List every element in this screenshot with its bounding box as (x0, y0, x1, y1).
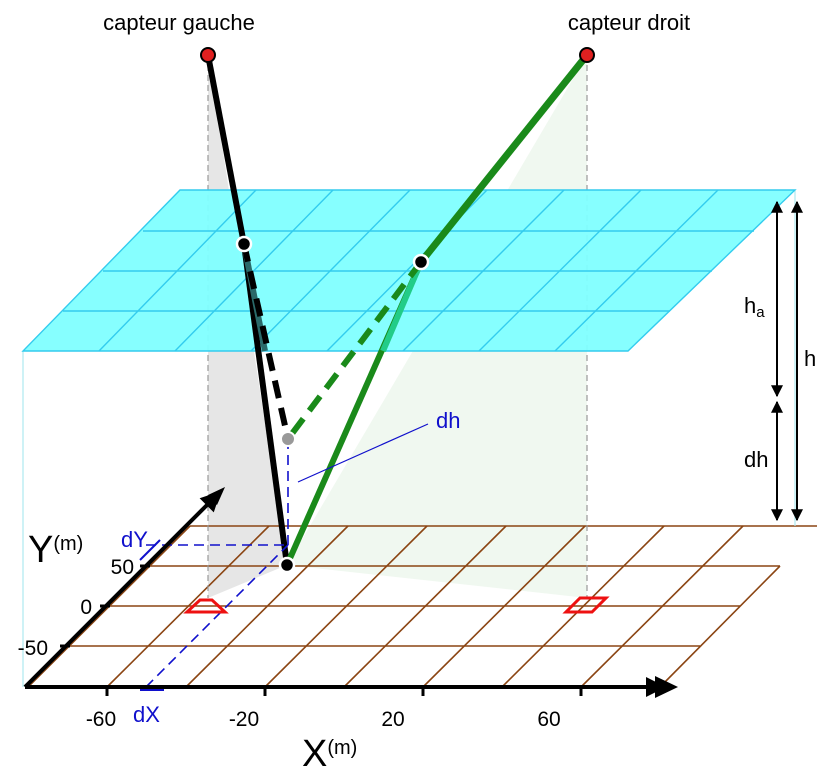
y-tick-label: 0 (80, 596, 92, 619)
x-axis-arrowhead (655, 676, 678, 698)
dY-label: dY (121, 527, 148, 552)
ground-point (278, 556, 296, 574)
left-footprint (183, 598, 229, 614)
x-tick-label: -60 (86, 708, 116, 731)
right-ray-elevated-dashed (285, 260, 424, 441)
y-tick-label: -50 (18, 637, 48, 660)
y-tick-label: 50 (111, 556, 134, 579)
sensor-left-point (200, 47, 216, 63)
left-intersection-point (235, 235, 253, 253)
h-label: h (804, 346, 816, 371)
left-ray-upper (205, 54, 247, 245)
sensor-right-point (579, 47, 595, 63)
x-axis-title: X(m) (302, 733, 357, 775)
x-tick-label: 20 (381, 708, 404, 731)
dh-right-label: dh (744, 447, 768, 472)
elevated-plane (21, 189, 797, 352)
right-footprint (562, 596, 610, 614)
y-axis-arrowhead (208, 487, 225, 505)
right-ray-upper (418, 52, 590, 265)
ha-label: ha (744, 293, 765, 321)
left-ray-elevated-dashed (241, 243, 291, 440)
dh-leader-line (297, 423, 429, 483)
y-axis-title: Y(m) (28, 529, 83, 571)
x-tick-label: -20 (229, 708, 259, 731)
elevated-point (280, 431, 296, 447)
dY-marker (139, 539, 161, 561)
right-ray-lower-highlight (380, 260, 424, 353)
axis-ticks (60, 564, 583, 696)
y-axis (23, 491, 221, 689)
dX-label: dX (133, 702, 160, 727)
x-tick-label: 60 (537, 708, 560, 731)
sensor-left-label: capteur gauche (103, 10, 255, 35)
right-intersection-point (412, 253, 430, 271)
left-ray-lower (241, 243, 290, 566)
dh-center-label: dh (436, 408, 460, 433)
ground-grid (27, 525, 817, 688)
sensor-right-label: capteur droit (568, 10, 690, 35)
